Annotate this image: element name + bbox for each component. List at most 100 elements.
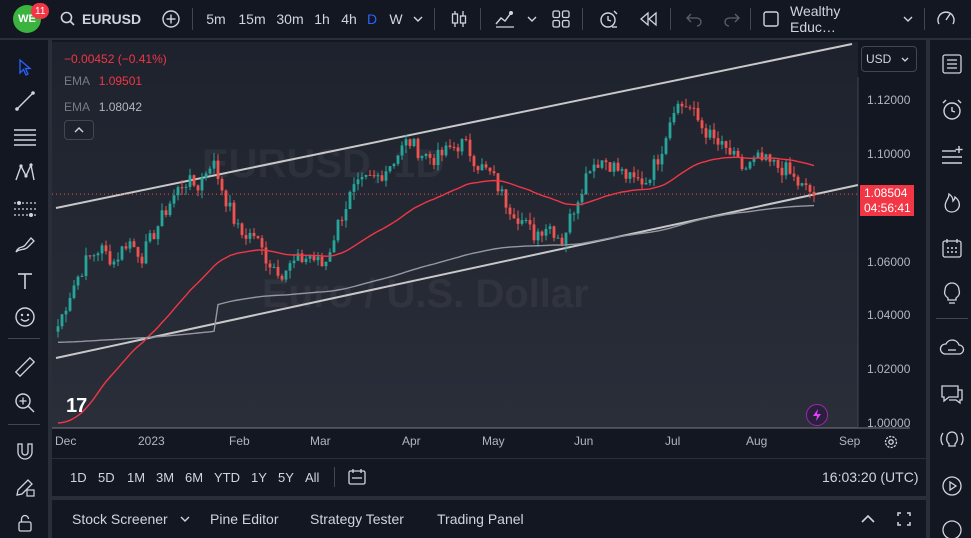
candle-body [544, 228, 548, 236]
time-tick-label: Sep [839, 434, 861, 448]
chart-settings-button[interactable] [882, 433, 900, 451]
candle-body [88, 255, 92, 257]
range-1d[interactable]: 1D [70, 469, 87, 485]
symbol-search[interactable]: EURUSD [60, 0, 141, 38]
interval-4h[interactable]: 4h [341, 11, 357, 27]
candle-body [68, 297, 72, 311]
streams-button[interactable] [936, 332, 968, 364]
interval-w[interactable]: W [389, 11, 403, 27]
quick-search-button[interactable] [934, 0, 958, 38]
currency-select[interactable]: USD [861, 46, 917, 72]
watchlist-button[interactable] [936, 48, 968, 80]
stay-in-drawing-tool[interactable] [10, 472, 40, 502]
range-5d[interactable]: 5D [98, 469, 115, 485]
price-tick-label: 1.06000 [867, 254, 911, 269]
tab-trading-panel[interactable]: Trading Panel [437, 511, 524, 527]
range-5y[interactable]: 5Y [278, 469, 294, 485]
price-tick-label: 1.02000 [867, 362, 911, 377]
layout-dropdown[interactable] [900, 0, 916, 38]
help-button[interactable] [936, 424, 968, 456]
collapse-panel-button[interactable] [858, 500, 878, 538]
interval-5m[interactable]: 5m [206, 11, 226, 27]
chart-pane[interactable]: EURUSD, 1D Euro / U.S. Dollar −0.00452 (… [52, 42, 917, 456]
alert-button[interactable] [594, 0, 622, 38]
candle-body [576, 202, 580, 214]
interval-1h[interactable]: 1h [314, 11, 330, 27]
last-price-value: 1.08504 [864, 186, 908, 200]
compare-add-button[interactable] [158, 0, 184, 38]
candle-body [668, 122, 672, 139]
notification-badge: 11 [31, 3, 50, 19]
layout-name[interactable]: Wealthy Educ… [790, 3, 841, 35]
candle-body [564, 232, 568, 245]
utc-clock[interactable]: 16:03:20 (UTC) [822, 469, 919, 485]
lock-drawings-tool[interactable] [10, 508, 40, 538]
flash-button[interactable] [806, 404, 828, 426]
collapse-legend-button[interactable] [64, 120, 94, 140]
go-to-date-button[interactable] [345, 459, 369, 495]
candle-body [604, 160, 608, 163]
candle-body [120, 246, 124, 260]
redo-button[interactable] [720, 0, 744, 38]
fullscreen-button[interactable] [758, 0, 784, 38]
more-button[interactable] [936, 514, 968, 538]
tab-stock-screener[interactable]: Stock Screener [72, 500, 190, 538]
indicators-dropdown[interactable] [524, 0, 540, 38]
candle-body [672, 112, 676, 123]
zoom-tool[interactable] [10, 388, 40, 418]
candle-body [140, 256, 144, 264]
range-all[interactable]: All [305, 469, 320, 485]
candle-body [784, 162, 788, 176]
range-toolbar: 1D 5D 1M 3M 6M YTD 1Y 5Y All 16:03:20 (U… [52, 458, 926, 494]
emoji-tool[interactable] [10, 302, 40, 332]
chats-button[interactable] [936, 378, 968, 410]
pencil-lock-icon [16, 479, 35, 497]
indicators-button[interactable] [492, 0, 518, 38]
fib-tool[interactable] [10, 122, 40, 152]
candle-body [440, 149, 444, 156]
text-tool[interactable] [10, 266, 40, 296]
magnet-tool[interactable] [10, 436, 40, 466]
range-1y[interactable]: 1Y [251, 469, 267, 485]
projection-tool[interactable] [10, 194, 40, 224]
candle-body [212, 160, 216, 169]
tab-pine-editor[interactable]: Pine Editor [210, 511, 279, 527]
divider [480, 8, 481, 30]
candle-body [480, 164, 484, 171]
ideas-button[interactable] [936, 278, 968, 310]
notifications-button[interactable] [936, 470, 968, 502]
trend-line-tool[interactable] [10, 86, 40, 116]
divider [8, 424, 40, 425]
maximize-panel-button[interactable] [894, 500, 914, 538]
pattern-tool[interactable] [10, 158, 40, 188]
range-1m[interactable]: 1M [127, 469, 146, 485]
chart-type-button[interactable] [446, 0, 472, 38]
candle-body [304, 258, 308, 263]
brush-tool[interactable] [10, 230, 40, 260]
tradingview-logo[interactable]: 17 [66, 395, 87, 417]
price-chart[interactable]: EURUSD, 1D Euro / U.S. Dollar [52, 42, 910, 456]
tab-strategy-tester[interactable]: Strategy Tester [310, 511, 404, 527]
grid-icon [552, 10, 570, 28]
ema-fast-legend[interactable]: EMA 1.09501 [64, 74, 142, 88]
cursor-tool[interactable] [10, 52, 40, 82]
object-tree-button[interactable] [936, 140, 968, 172]
candle-body [108, 251, 112, 265]
hotlists-button[interactable] [936, 186, 968, 218]
interval-d-active[interactable]: D [366, 11, 378, 27]
templates-button[interactable] [548, 0, 574, 38]
interval-30m[interactable]: 30m [276, 11, 304, 27]
interval-15m[interactable]: 15m [238, 11, 266, 27]
alerts-button[interactable] [936, 94, 968, 126]
range-3m[interactable]: 3M [156, 469, 175, 485]
ema-slow-legend[interactable]: EMA 1.08042 [64, 100, 142, 114]
replay-button[interactable] [636, 0, 662, 38]
candle-body [284, 270, 288, 280]
measure-tool[interactable] [10, 352, 40, 382]
time-tick-label: Apr [402, 434, 421, 448]
calendar-button[interactable] [936, 232, 968, 264]
range-6m[interactable]: 6M [185, 469, 204, 485]
undo-button[interactable] [682, 0, 706, 38]
range-ytd[interactable]: YTD [214, 469, 240, 485]
interval-dropdown[interactable] [410, 0, 426, 38]
